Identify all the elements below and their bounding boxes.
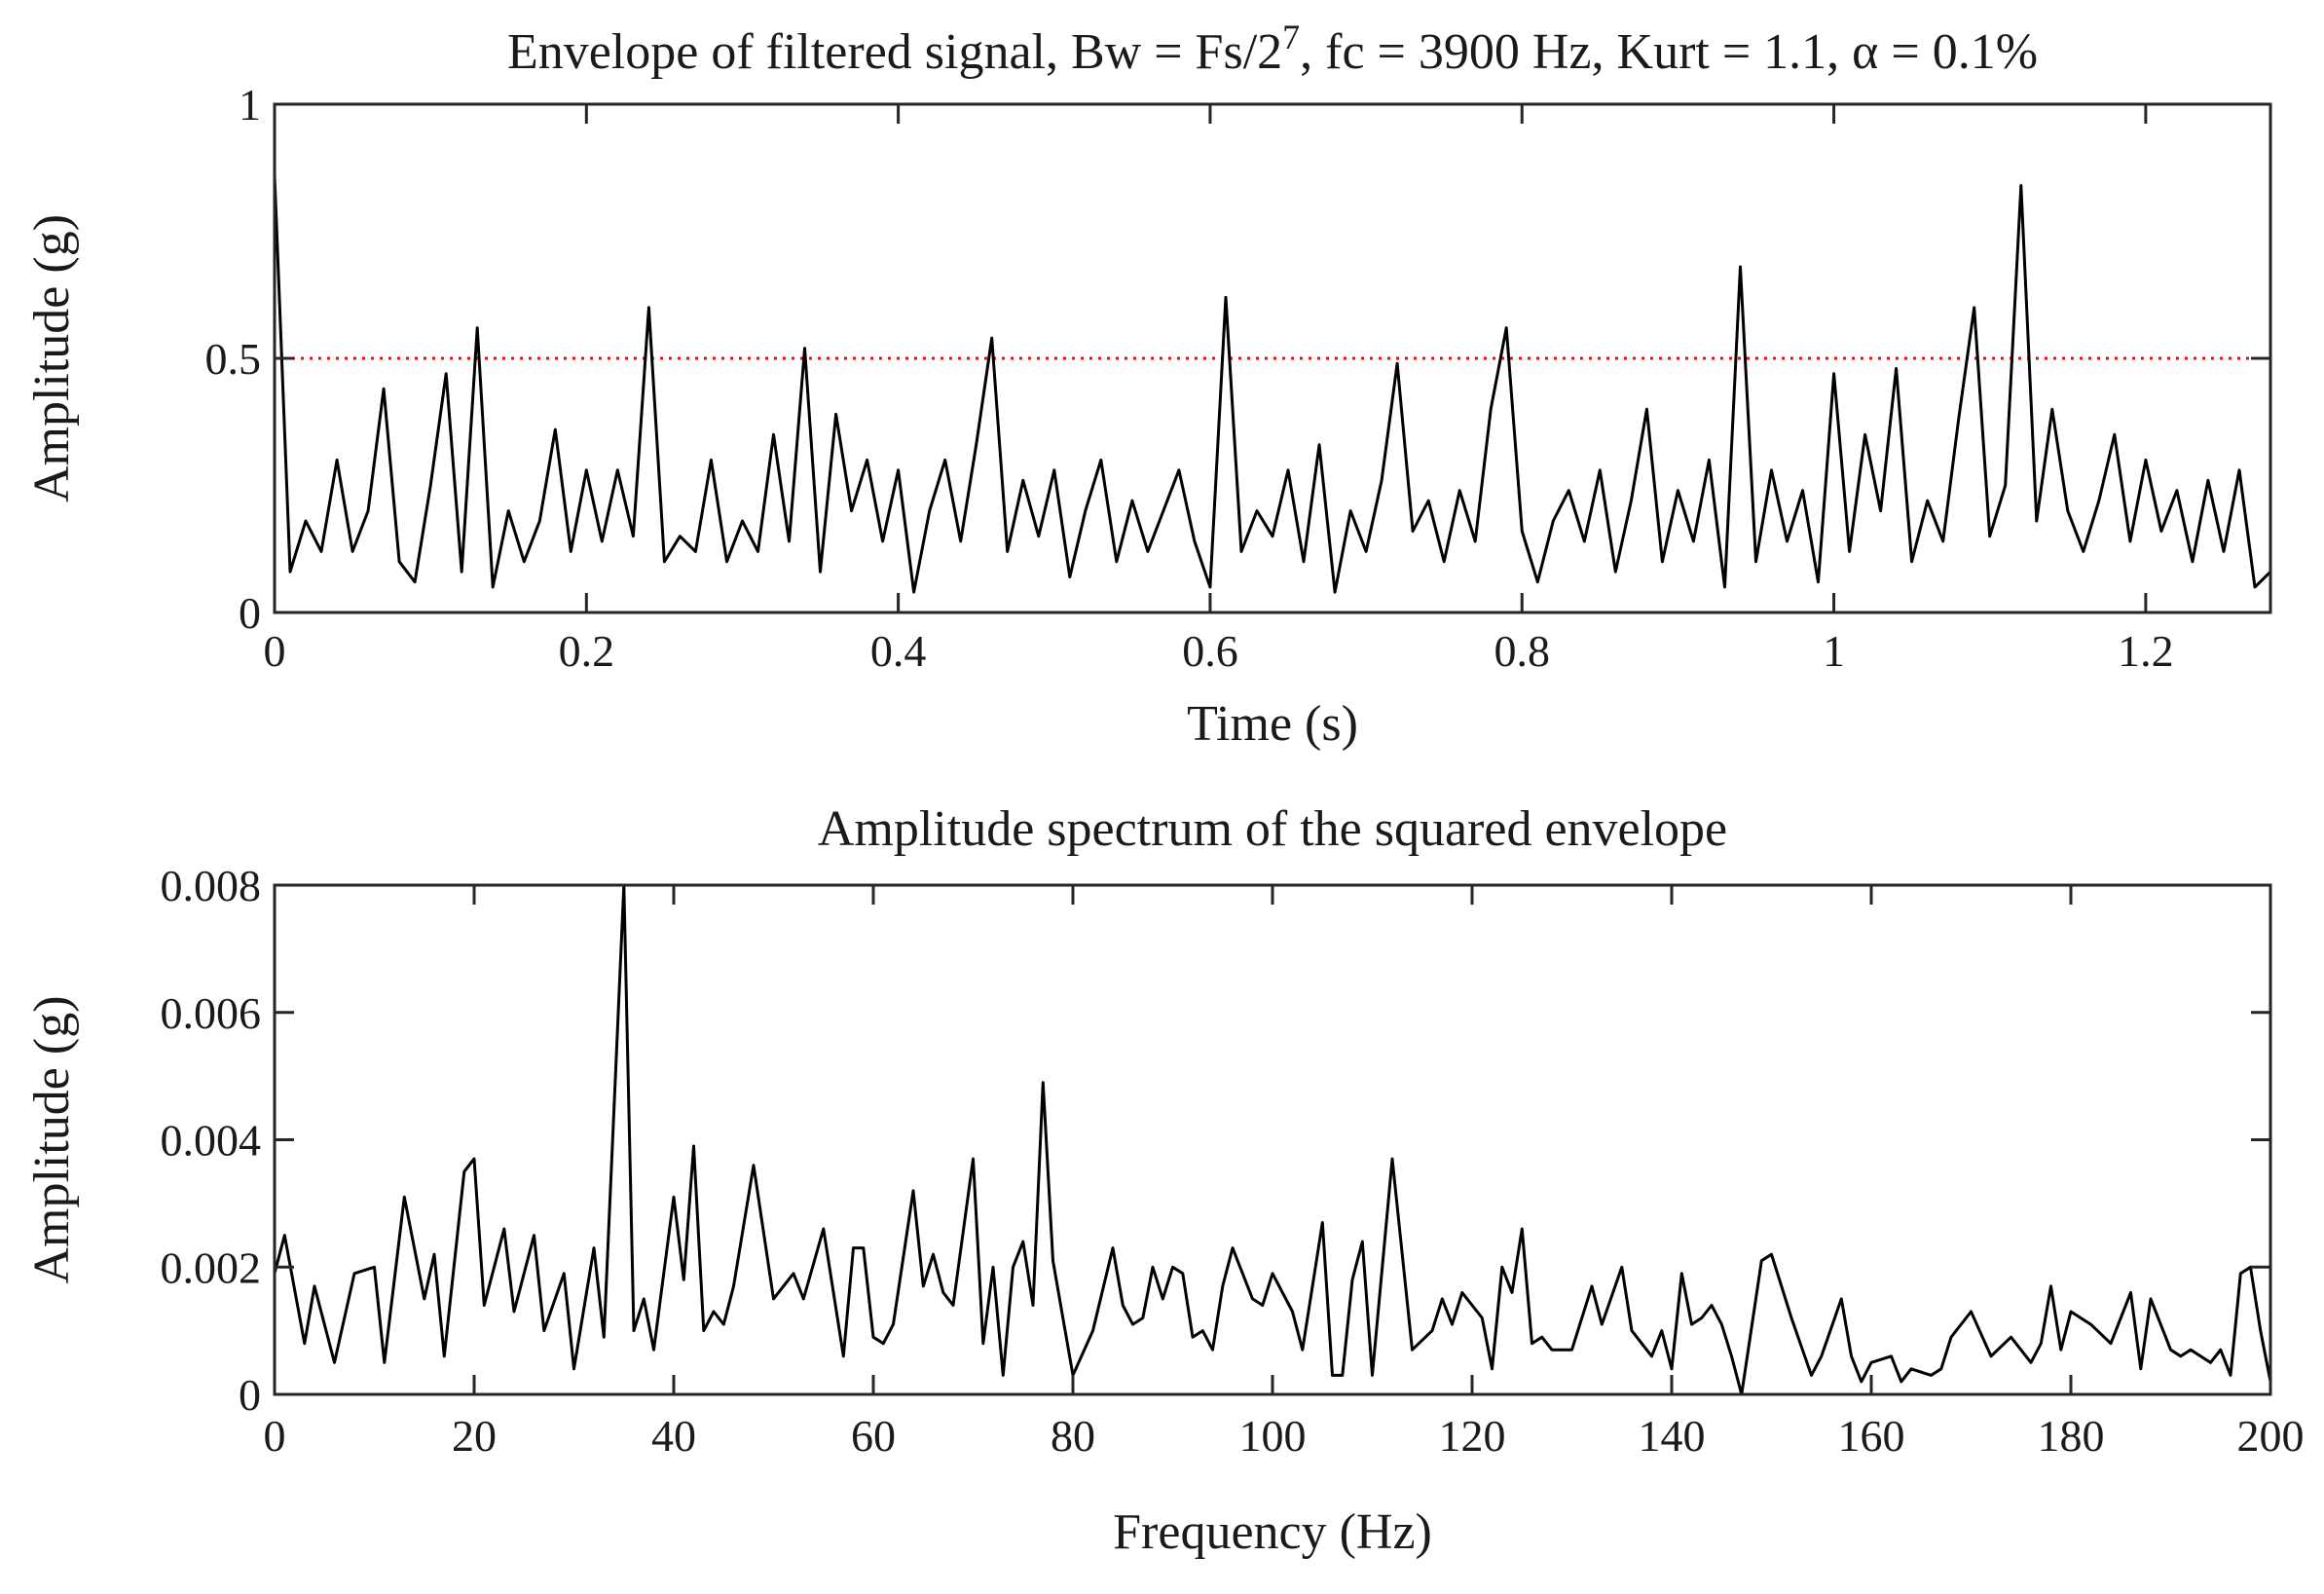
axes-frame — [273, 883, 2272, 1396]
x-tick-label: 100 — [1239, 1411, 1307, 1461]
x-tick-label: 1.2 — [2118, 626, 2174, 676]
title-superscript: 7 — [1282, 18, 1300, 56]
title-part: , fc = 3900 Hz, Kurt = 1.1, α = 0.1% — [1300, 24, 2038, 80]
x-tick-label: 0 — [264, 1411, 286, 1461]
y-axis-label: Amplitude (g) — [24, 214, 80, 502]
x-tick-label: 180 — [2038, 1411, 2105, 1461]
x-tick-label: 0.8 — [1494, 626, 1551, 676]
x-tick-label: 200 — [2237, 1411, 2305, 1461]
chart-title: Envelope of filtered signal, Bw = Fs/27,… — [507, 18, 2038, 80]
y-axis-label: Amplitude (g) — [24, 995, 80, 1283]
x-tick-label: 120 — [1439, 1411, 1506, 1461]
data-line — [273, 883, 2272, 1396]
y-tick-label: 0.5 — [205, 334, 262, 384]
title-part: Amplitude spectrum of the squared envelo… — [818, 801, 1727, 857]
x-tick-label: 160 — [1838, 1411, 1905, 1461]
x-tick-label: 20 — [452, 1411, 497, 1461]
x-tick-label: 40 — [651, 1411, 696, 1461]
y-tick-label: 0.006 — [161, 988, 262, 1038]
x-tick-label: 1 — [1823, 626, 1845, 676]
x-tick-label: 0.6 — [1182, 626, 1238, 676]
y-tick-label: 1 — [239, 80, 261, 130]
x-tick-label: 0.2 — [559, 626, 615, 676]
data-line — [273, 175, 2272, 594]
title-part: Envelope of filtered signal, Bw = Fs/2 — [507, 24, 1282, 80]
y-tick-label: 0.008 — [161, 861, 262, 910]
x-tick-label: 60 — [851, 1411, 896, 1461]
x-tick-label: 80 — [1051, 1411, 1095, 1461]
y-tick-label: 0 — [239, 1370, 261, 1420]
x-tick-label: 0.4 — [870, 626, 927, 676]
y-tick-label: 0.004 — [161, 1116, 262, 1166]
x-axis-label: Frequency (Hz) — [1113, 1504, 1432, 1560]
x-tick-label: 0 — [264, 626, 286, 676]
y-tick-label: 0.002 — [161, 1242, 262, 1292]
x-axis-label: Time (s) — [1187, 696, 1358, 752]
y-tick-label: 0 — [239, 588, 261, 638]
chart-title: Amplitude spectrum of the squared envelo… — [818, 801, 1727, 857]
x-tick-label: 140 — [1639, 1411, 1706, 1461]
